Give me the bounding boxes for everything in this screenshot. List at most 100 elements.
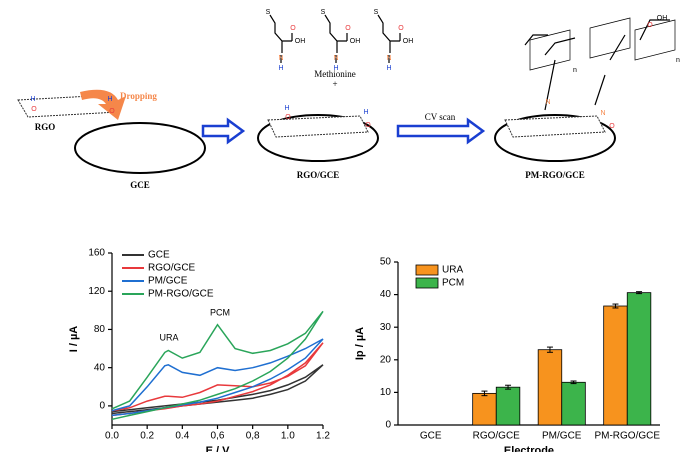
legend-label: URA (442, 265, 463, 276)
x-tick-label: 0.0 (105, 431, 119, 442)
legend-label: PCM (442, 278, 464, 289)
atom-label: H (30, 96, 35, 103)
molecule (324, 14, 348, 63)
y-tick-label: 30 (380, 322, 392, 333)
atom-label: N (333, 55, 338, 62)
atom-label: H (386, 65, 391, 72)
graphene-sheet (17, 94, 119, 118)
atom-label: OH (657, 15, 668, 22)
x-tick-label: PM/GCE (542, 431, 582, 442)
scheme-label: CV scan (425, 112, 456, 122)
legend-label: PM/GCE (148, 276, 188, 287)
error-bar (505, 384, 512, 390)
atom-label: N (278, 55, 283, 62)
error-bar (570, 380, 577, 385)
graphene-sheet (504, 115, 606, 138)
atom-label: S (266, 9, 271, 16)
y-tick-label: 20 (380, 354, 392, 365)
atom-label: S (321, 9, 326, 16)
electrode (74, 122, 206, 174)
error-bar (546, 346, 553, 353)
error-bar (481, 390, 488, 397)
bar (561, 381, 586, 426)
x-tick-label: 1.2 (316, 431, 330, 442)
x-tick-label: 0,6 (211, 431, 225, 442)
annotation: PCM (210, 307, 230, 317)
atom-label: OH (403, 38, 414, 45)
atom-label: O (647, 22, 653, 29)
y-tick-label: 0 (385, 420, 391, 431)
dropping-arrow (80, 89, 126, 120)
atom-label: N (600, 110, 605, 117)
atom-label: H (107, 96, 112, 103)
atom-label: OH (350, 38, 361, 45)
molecule (269, 14, 293, 63)
y-axis-label: I / µA (68, 326, 80, 353)
atom-label: S (374, 9, 379, 16)
atom-label: O (109, 108, 115, 115)
x-tick-label: 0,8 (246, 431, 260, 442)
x-tick-label: 0.2 (140, 431, 154, 442)
polymer-bracket (529, 17, 676, 71)
legend-label: PM-RGO/GCE (148, 289, 214, 300)
bar (472, 392, 497, 426)
atom-label: O (365, 122, 371, 129)
atom-label: H (363, 109, 368, 116)
legend-swatch (415, 264, 439, 276)
scheme: RGO Dropping GCE Methionine + RGO/GCE CV… (17, 14, 676, 190)
atom-label: H (278, 65, 283, 72)
x-tick-label: 0.4 (175, 431, 189, 442)
cv-curve (111, 338, 324, 417)
atom-label: OH (295, 38, 306, 45)
error-bar (636, 291, 643, 295)
annotation: URA (159, 332, 178, 342)
bar (495, 386, 521, 426)
atom-label: O (345, 25, 351, 32)
y-tick-label: 0 (99, 401, 105, 412)
x-tick-label: 1.0 (281, 431, 295, 442)
atom-label: n (573, 67, 577, 74)
y-tick-label: 40 (380, 289, 392, 300)
cv-curve (111, 342, 324, 417)
legend-label: GCE (148, 250, 170, 261)
x-axis-label: Electrode (504, 445, 554, 452)
graphene-sheet (267, 115, 369, 138)
scheme-label: PM-RGO/GCE (525, 170, 585, 180)
molecule (377, 14, 401, 63)
atom-label: O (398, 25, 404, 32)
arrow (201, 117, 246, 145)
legend-swatch (415, 277, 439, 289)
scheme-label: GCE (130, 180, 150, 190)
x-tick-label: RGO/GCE (473, 431, 521, 442)
y-axis-label: Ip / µA (354, 327, 366, 360)
atom-label: O (285, 114, 291, 121)
y-tick-label: 50 (380, 257, 392, 268)
atom-label: H (284, 105, 289, 112)
y-tick-label: 80 (94, 324, 106, 335)
cv-curve (111, 310, 324, 421)
scheme-label: RGO/GCE (297, 170, 340, 180)
atom-label: H (333, 65, 338, 72)
bar (626, 292, 652, 426)
atom-label: n (676, 57, 680, 64)
bar (603, 305, 628, 426)
atom-label: O (609, 123, 615, 130)
bar (537, 349, 563, 426)
scheme-label: Dropping (120, 91, 157, 101)
y-tick-label: 120 (88, 286, 105, 297)
polymer (524, 19, 670, 111)
y-tick-label: 40 (94, 362, 106, 373)
error-bar (612, 303, 619, 309)
scheme-label: + (332, 79, 337, 89)
x-tick-label: GCE (420, 431, 442, 442)
atom-label: O (290, 25, 296, 32)
scheme-label: RGO (35, 122, 56, 132)
x-tick-label: PM-RGO/GCE (594, 431, 660, 442)
y-tick-label: 10 (380, 387, 392, 398)
atom-label: N (386, 55, 391, 62)
scheme-label: Methionine (314, 69, 356, 79)
atom-label: O (31, 106, 37, 113)
y-tick-label: 160 (88, 248, 105, 259)
atom-label: N (545, 99, 550, 106)
